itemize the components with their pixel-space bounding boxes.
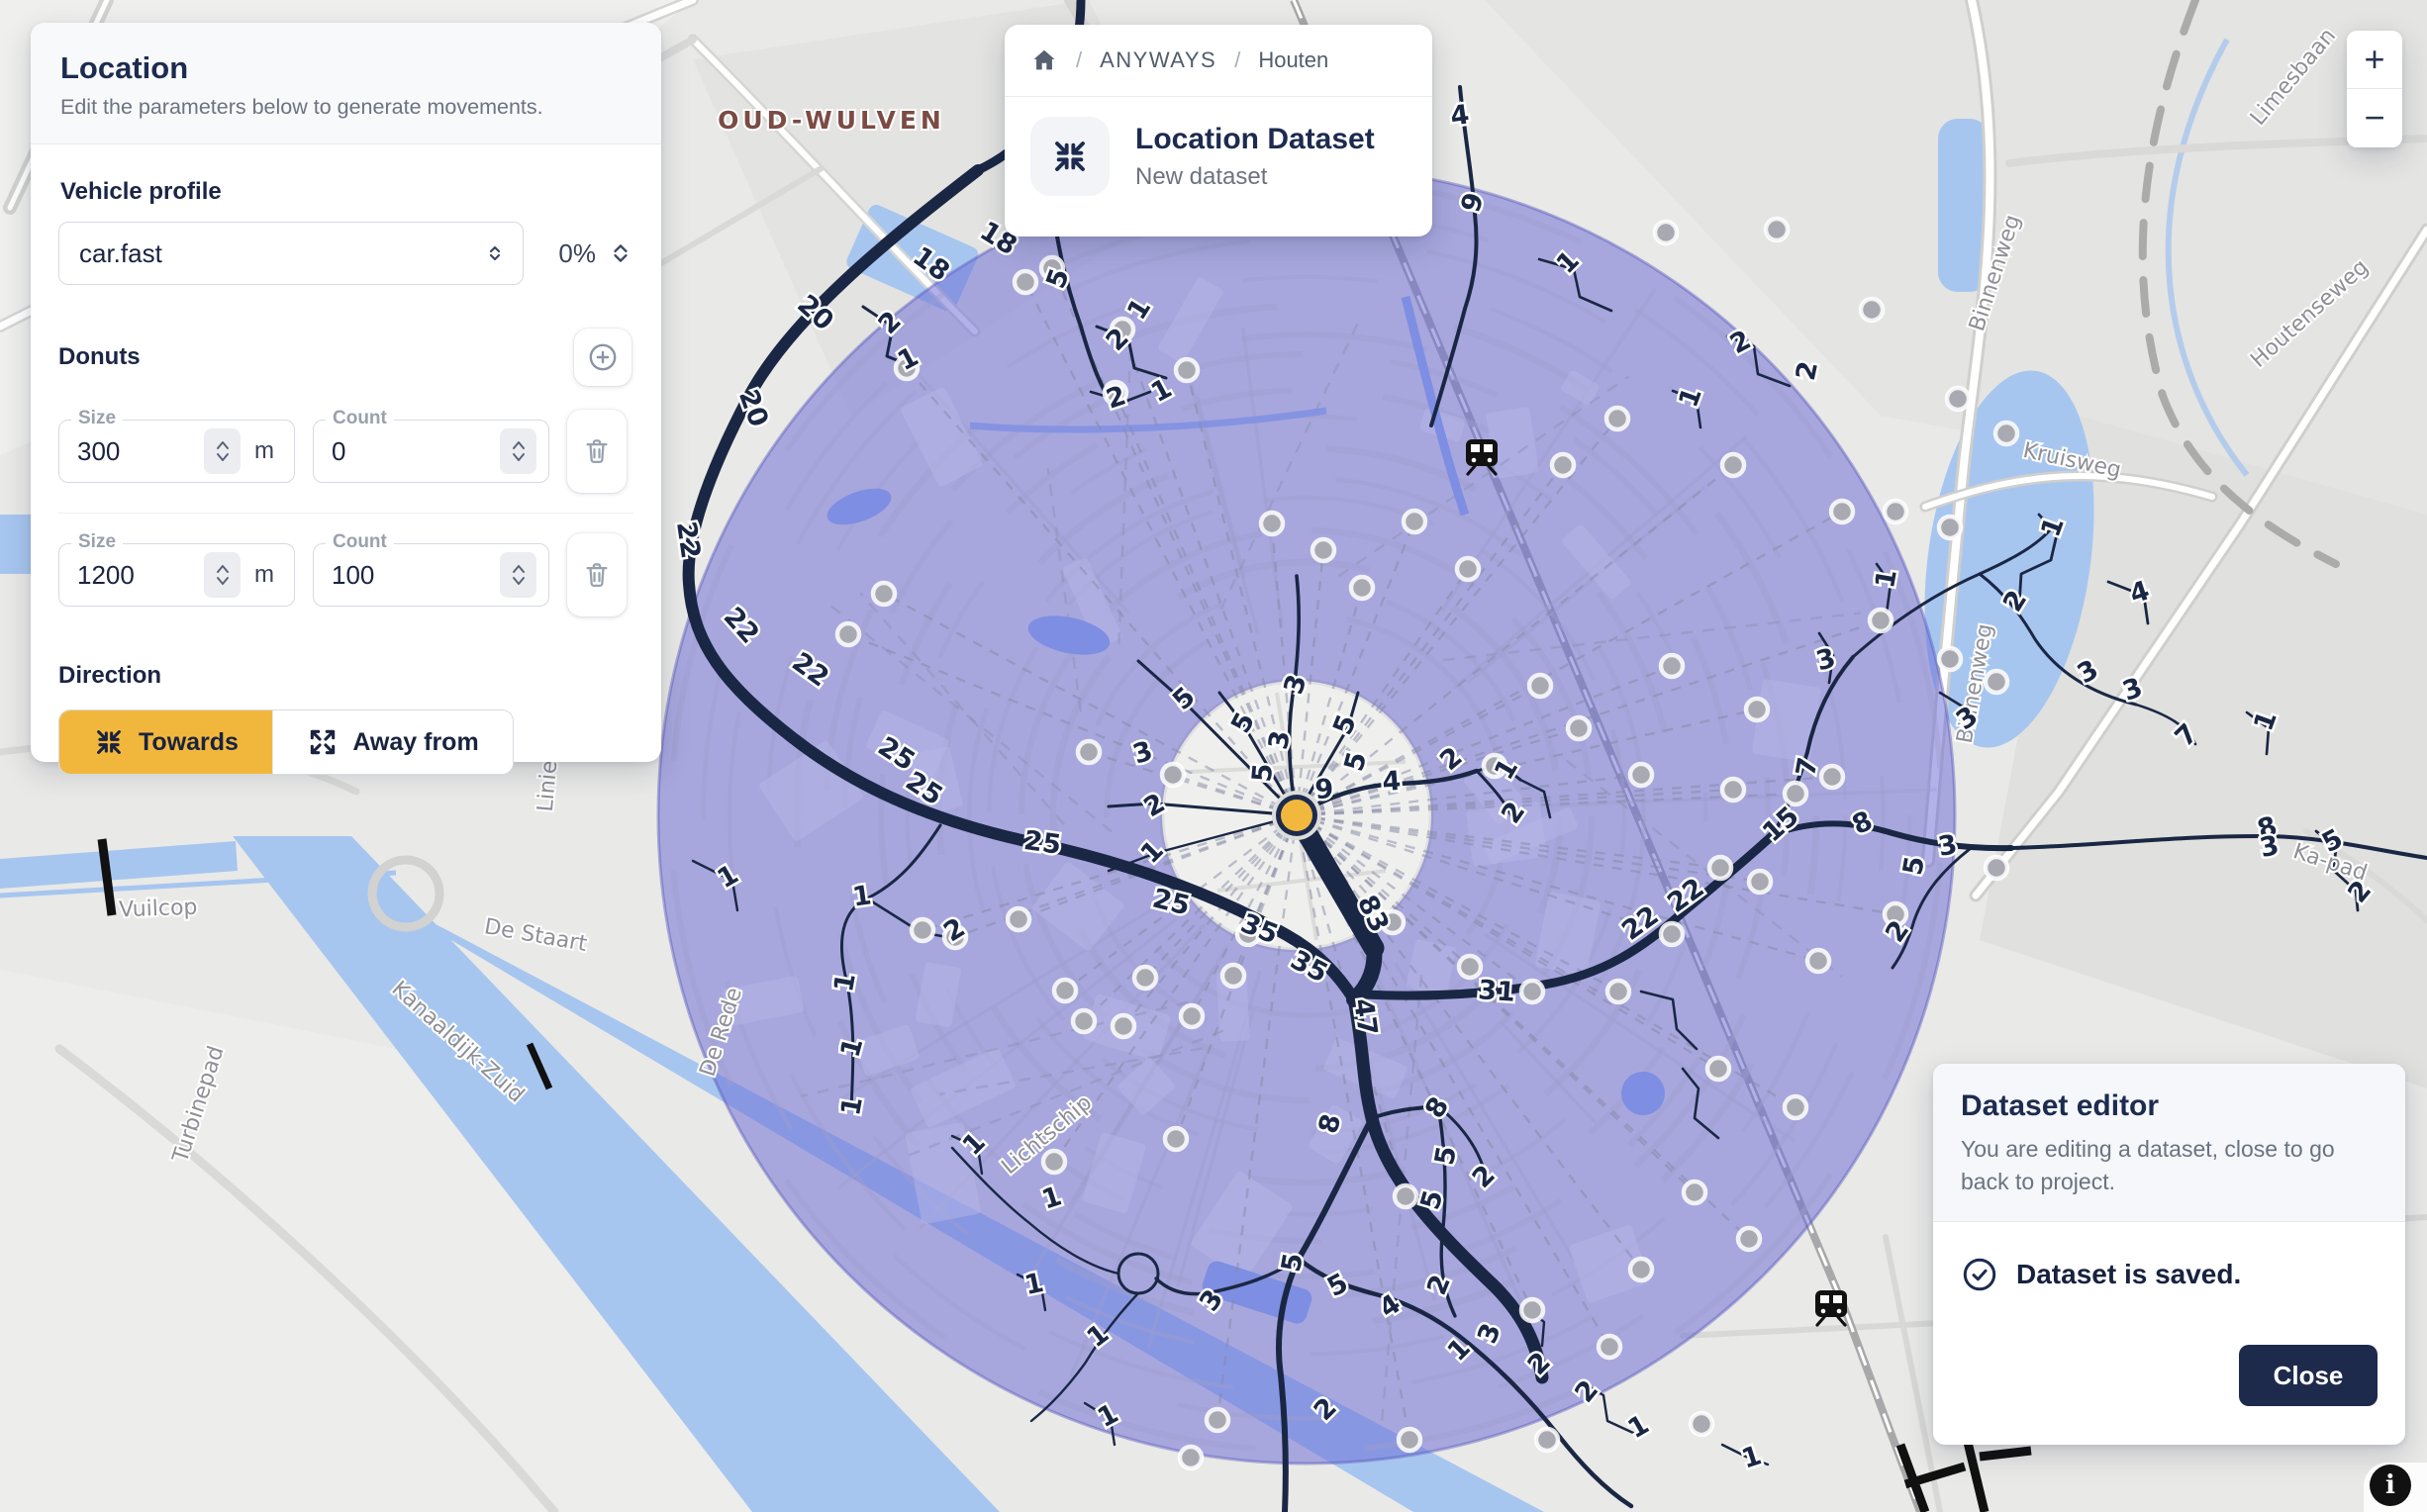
converge-arrows-icon [97, 730, 121, 754]
size-unit: m [254, 561, 274, 588]
direction-label: Direction [58, 662, 162, 689]
donut-count-input[interactable]: Count 100 [313, 531, 549, 607]
svg-text:25: 25 [1021, 825, 1063, 861]
trash-icon [586, 439, 608, 464]
percent-chevrons-icon[interactable] [608, 240, 633, 266]
towards-label: Towards [139, 727, 239, 756]
svg-text:5: 5 [1429, 1144, 1463, 1168]
origin-marker[interactable] [1272, 791, 1321, 840]
count-value: 0 [332, 435, 346, 466]
attribution-info-icon[interactable]: i [2370, 1465, 2411, 1506]
size-stepper[interactable] [204, 552, 241, 598]
size-unit: m [254, 437, 274, 464]
svg-text:22: 22 [670, 520, 706, 561]
svg-text:9: 9 [1313, 774, 1334, 805]
save-status-text: Dataset is saved. [2016, 1259, 2242, 1290]
svg-text:47: 47 [1347, 996, 1383, 1038]
home-icon[interactable] [1030, 47, 1058, 74]
svg-text:4: 4 [1381, 766, 1402, 798]
breadcrumb-separator: / [1234, 47, 1241, 72]
location-panel-subtitle: Edit the parameters below to generate mo… [60, 95, 543, 119]
trash-icon [586, 563, 608, 588]
size-label: Size [71, 531, 124, 553]
dataset-editor-title: Dataset editor [1961, 1089, 2160, 1122]
svg-text:5: 5 [1247, 762, 1280, 783]
select-chevrons-icon [489, 245, 501, 261]
dataset-editor-description: You are editing a dataset, close to go b… [1961, 1136, 2335, 1194]
svg-text:Linie: Linie [534, 759, 562, 812]
dataset-editor-header: Dataset editor You are editing a dataset… [1933, 1064, 2405, 1223]
breadcrumb-item-houten[interactable]: Houten [1258, 47, 1329, 72]
count-label: Count [326, 408, 394, 429]
zoom-out-button[interactable]: − [2364, 97, 2385, 138]
train-station-icon [1815, 1290, 1847, 1327]
dataset-card: Location Dataset New dataset [1005, 97, 1432, 216]
donut-count-input[interactable]: Count 0 [313, 408, 549, 483]
count-stepper[interactable] [500, 428, 536, 474]
breadcrumb-separator: / [1076, 47, 1083, 72]
percent-value: 0% [558, 237, 596, 268]
dataset-header-card: / ANYWAYS / Houten Location Dataset New … [1005, 25, 1432, 236]
map-zoom-control: + − [2347, 31, 2402, 147]
close-editor-button[interactable]: Close [2239, 1345, 2378, 1407]
donut-row: Size 300 m Count 0 [58, 408, 633, 493]
donuts-label: Donuts [58, 343, 141, 370]
check-circle-icon [1963, 1259, 1996, 1291]
donut-size-input[interactable]: Size 1200 m [58, 531, 295, 607]
count-value: 100 [332, 559, 375, 590]
size-value: 1200 [77, 559, 135, 590]
desire-lines [847, 267, 1896, 1441]
inner-streets [668, 177, 1945, 1454]
dataset-type-icon-tile [1030, 117, 1110, 196]
direction-towards-button[interactable]: Towards [59, 710, 272, 774]
delete-donut-button[interactable] [567, 410, 627, 493]
delete-donut-button[interactable] [567, 533, 627, 616]
percent-stepper[interactable]: 0% [558, 238, 633, 269]
expand-arrows-icon [311, 729, 336, 755]
dataset-editor-panel: Dataset editor You are editing a dataset… [1933, 1064, 2405, 1445]
save-status: Dataset is saved. [1961, 1256, 2378, 1293]
direction-away-button[interactable]: Away from [272, 710, 513, 774]
inner-water [826, 295, 1665, 1324]
dataset-subtitle: New dataset [1135, 162, 1268, 190]
size-stepper[interactable] [204, 428, 241, 474]
breadcrumb: / ANYWAYS / Houten [1005, 25, 1432, 97]
count-label: Count [326, 531, 394, 553]
away-from-label: Away from [352, 727, 479, 756]
donut-row: Size 1200 m Count 100 [58, 531, 633, 616]
donut-size-input[interactable]: Size 300 m [58, 408, 295, 483]
svg-text:Vuilcop: Vuilcop [119, 896, 198, 923]
zoom-in-button[interactable]: + [2364, 39, 2385, 79]
train-station-icon [1466, 439, 1498, 476]
train-station-icons [1466, 439, 1847, 1327]
location-panel: Location Edit the parameters below to ge… [31, 23, 661, 775]
vehicle-profile-value: car.fast [79, 237, 162, 268]
size-value: 300 [77, 435, 121, 466]
destination-dots [834, 216, 2020, 1471]
location-panel-body: Vehicle profile car.fast 0% Donuts [31, 144, 661, 803]
svg-text:OUD-WULVEN: OUD-WULVEN [718, 106, 945, 135]
breadcrumb-item-anyways[interactable]: ANYWAYS [1100, 47, 1217, 72]
svg-text:31: 31 [1477, 975, 1516, 1008]
size-label: Size [71, 408, 124, 429]
vehicle-profile-label: Vehicle profile [60, 178, 222, 205]
location-panel-header: Location Edit the parameters below to ge… [31, 23, 661, 144]
vehicle-profile-select[interactable]: car.fast [58, 222, 524, 285]
dataset-title: Location Dataset [1135, 122, 1375, 155]
svg-text:5: 5 [1276, 1251, 1310, 1275]
direction-toggle: Towards Away from [58, 709, 514, 775]
location-panel-title: Location [60, 50, 189, 85]
converge-arrows-icon [1055, 142, 1085, 171]
add-donut-button[interactable] [574, 329, 631, 386]
count-stepper[interactable] [500, 552, 536, 598]
plus-circle-icon [589, 343, 617, 371]
